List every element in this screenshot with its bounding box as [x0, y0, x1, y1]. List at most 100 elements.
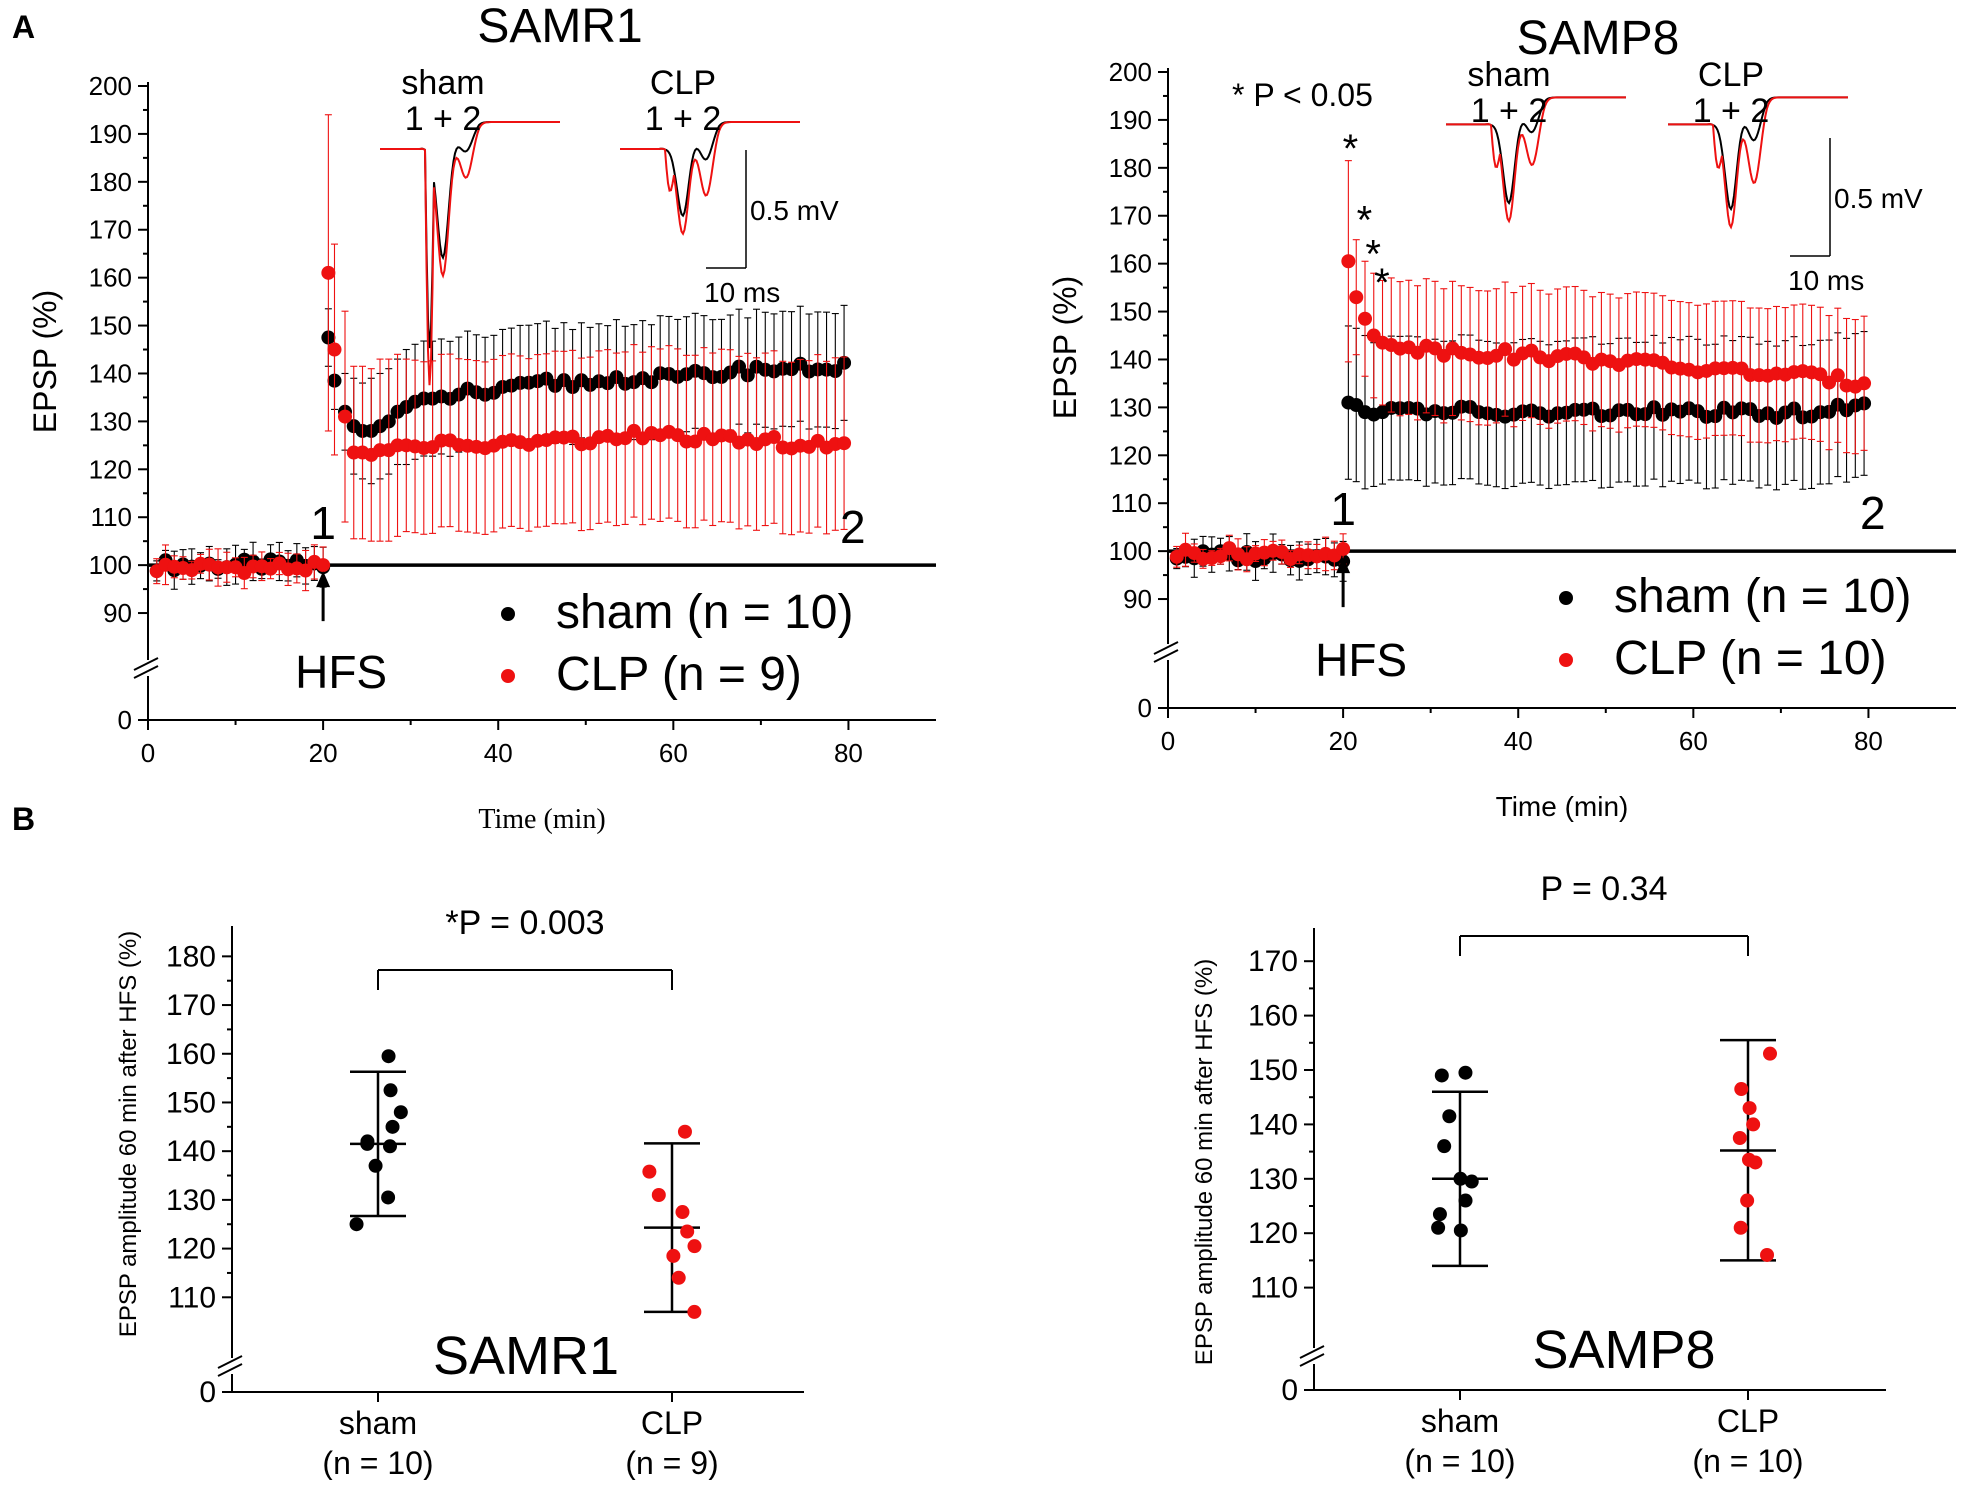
legend-marker-sham [1559, 591, 1573, 605]
y-axis-break-mark [1299, 1353, 1325, 1367]
y-tick-label: 90 [103, 598, 132, 628]
y-tick-label: 120 [1248, 1217, 1298, 1250]
sham-trace-2 [1446, 96, 1626, 224]
y-tick-label: 90 [1123, 584, 1152, 614]
clp-data-point [687, 1304, 702, 1319]
hfs-arrow-head [316, 571, 331, 588]
inset-clp-label: CLP [650, 64, 716, 102]
clp-data-point [1740, 1193, 1755, 1208]
group-label-sham: sham [339, 1405, 417, 1441]
clp-data-point [1762, 1046, 1777, 1061]
y-tick-label: 110 [91, 502, 132, 532]
x-tick-label: 20 [1329, 726, 1358, 756]
clp-trace-2 [1668, 96, 1848, 230]
clp-data-point [680, 1224, 695, 1239]
sham-data-point [1453, 1171, 1468, 1186]
sham-data-point [1453, 1223, 1468, 1238]
p-value-label: P = 0.34 [1541, 870, 1668, 908]
y-tick-label: 120 [166, 1233, 216, 1266]
y-tick-label: 170 [1248, 945, 1298, 978]
sham-data-point [383, 1083, 398, 1098]
y-axis-break-gap [1300, 1348, 1328, 1364]
sham-data-point [360, 1136, 375, 1151]
y-tick-label: 150 [166, 1086, 216, 1119]
legend-label-clp: CLP (n = 9) [556, 648, 802, 701]
scale-bar-voltage-label: 0.5 mV [1834, 183, 1923, 214]
x-tick-label: 0 [141, 738, 155, 768]
sham-data-point [381, 1190, 396, 1205]
y-tick-label: 180 [89, 167, 132, 197]
legend-marker-clp [1559, 653, 1573, 667]
y-axis-break-mark [1153, 641, 1179, 655]
clp-data-point [1349, 290, 1364, 305]
chart-samr1-time-course: SAMR190100110120130140150160170180190200… [27, 0, 936, 835]
x-tick-label: 40 [1504, 726, 1533, 756]
clp-data-point [651, 1188, 666, 1203]
clp-data-point [1760, 1247, 1775, 1262]
y-axis-break-mark [217, 1363, 243, 1377]
clp-data-point [677, 1124, 692, 1139]
y-axis-break-mark [133, 665, 159, 679]
sham-data-point [1458, 1193, 1473, 1208]
y-axis-label: EPSP (%) [1047, 276, 1083, 419]
y-tick-label: 180 [166, 940, 216, 973]
y-tick-label-zero: 0 [199, 1376, 216, 1409]
clp-data-point [1746, 1117, 1761, 1132]
y-tick-label-zero: 0 [118, 705, 132, 735]
significance-star: * [1343, 127, 1359, 171]
clp-data-point [1358, 311, 1372, 326]
y-axis-break-gap [218, 1358, 246, 1374]
clp-data-point [1748, 1155, 1763, 1170]
clp-data-point [327, 342, 342, 357]
y-tick-label: 200 [1109, 57, 1152, 87]
scale-bar-voltage-label: 0.5 mV [750, 195, 839, 226]
clp-data-point [1498, 342, 1513, 357]
group-label-sham: sham [1421, 1403, 1499, 1439]
x-tick-label: 60 [659, 738, 688, 768]
clp-data-point [1732, 1131, 1747, 1145]
panel-label-a: A [12, 9, 35, 45]
legend-label-sham: sham (n = 10) [1614, 570, 1911, 623]
y-tick-label: 110 [1111, 488, 1152, 518]
sham-data-point [1442, 1109, 1457, 1124]
panel-label-b: B [12, 801, 35, 837]
clp-data-point [1341, 254, 1356, 269]
panel-a: A [12, 9, 35, 45]
sham-data-point [1431, 1220, 1446, 1235]
sham-data-point [1464, 1174, 1479, 1189]
significance-note: * P < 0.05 [1232, 77, 1373, 113]
scale-bar-time-label: 10 ms [1788, 265, 1864, 296]
y-tick-label: 140 [166, 1135, 216, 1168]
group-n-label-sham: (n = 10) [322, 1445, 433, 1480]
y-tick-label: 170 [1109, 201, 1152, 231]
clp-data-point [316, 558, 331, 573]
group-n-label-clp: (n = 9) [625, 1445, 718, 1480]
sham-data-point [393, 1105, 408, 1120]
hfs-arrow-head [1336, 557, 1351, 574]
clp-data-point [321, 265, 336, 280]
timepoint-1-label: 1 [1330, 483, 1356, 535]
inset-clp-sublabel: 1 + 2 [1693, 92, 1770, 130]
sham-data-point [382, 1139, 397, 1154]
y-tick-label: 110 [168, 1281, 216, 1314]
y-tick-label: 120 [1109, 440, 1152, 470]
chart-samp8-time-course: SAMP890100110120130140150160170180190200… [1047, 12, 1956, 822]
inset-sham-label: sham [1467, 56, 1550, 94]
clp-data-point [1857, 376, 1872, 391]
y-tick-label: 130 [166, 1184, 216, 1217]
x-tick-label: 20 [309, 738, 338, 768]
y-tick-label: 190 [89, 119, 132, 149]
legend-marker-clp [501, 669, 515, 683]
y-axis-label: EPSP (%) [27, 290, 63, 433]
clp-data-point [837, 436, 852, 451]
y-tick-label: 170 [89, 215, 132, 245]
y-tick-label: 180 [1109, 153, 1152, 183]
y-tick-label: 140 [1109, 344, 1152, 374]
legend-label-sham: sham (n = 10) [556, 586, 853, 639]
y-tick-label: 130 [89, 406, 132, 436]
timepoint-2-label: 2 [1860, 487, 1886, 539]
sham-trace-2 [380, 121, 560, 386]
y-axis-break-gap [134, 660, 162, 676]
